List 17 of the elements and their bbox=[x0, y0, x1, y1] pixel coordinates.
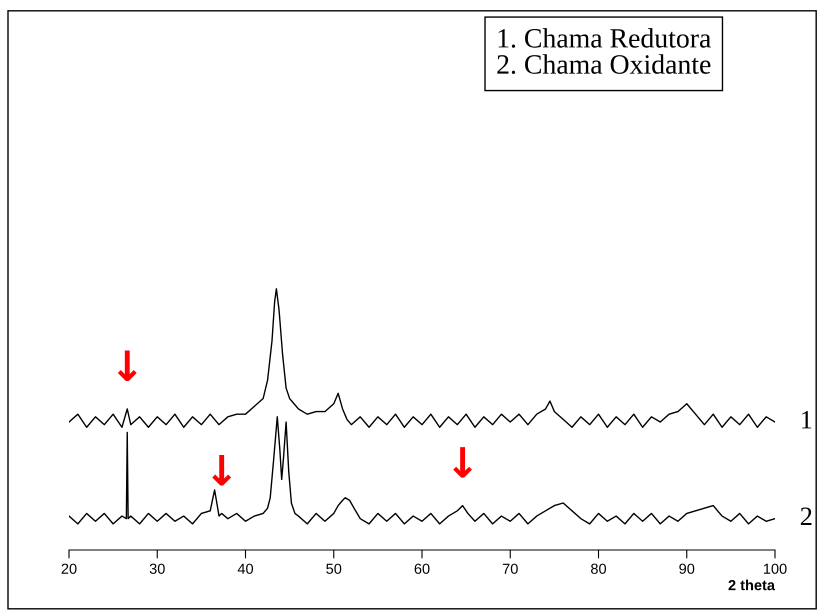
annotation: ↓ bbox=[453, 447, 472, 478]
x-axis-title: 2 theta bbox=[728, 580, 776, 590]
x-tick-label: 90 bbox=[679, 564, 694, 574]
annotation: ↓ bbox=[212, 454, 232, 486]
x-tick-label: 40 bbox=[238, 564, 254, 574]
series-label: 2 bbox=[800, 508, 812, 526]
x-tick-label: 60 bbox=[414, 564, 430, 574]
series-label: 1 bbox=[802, 410, 812, 428]
x-tick-label: 50 bbox=[326, 564, 342, 574]
x-tick-label: 30 bbox=[150, 564, 165, 574]
x-tick-label: 100 bbox=[764, 564, 787, 574]
x-tick-label: 80 bbox=[591, 564, 606, 574]
annotation: ↓ bbox=[118, 350, 137, 382]
x-tick-label: 70 bbox=[502, 564, 518, 574]
text: 2. Chama Oxidante bbox=[497, 54, 710, 74]
text: 1. Chama Redutora bbox=[498, 28, 711, 48]
x-tick-label: 20 bbox=[62, 564, 77, 574]
